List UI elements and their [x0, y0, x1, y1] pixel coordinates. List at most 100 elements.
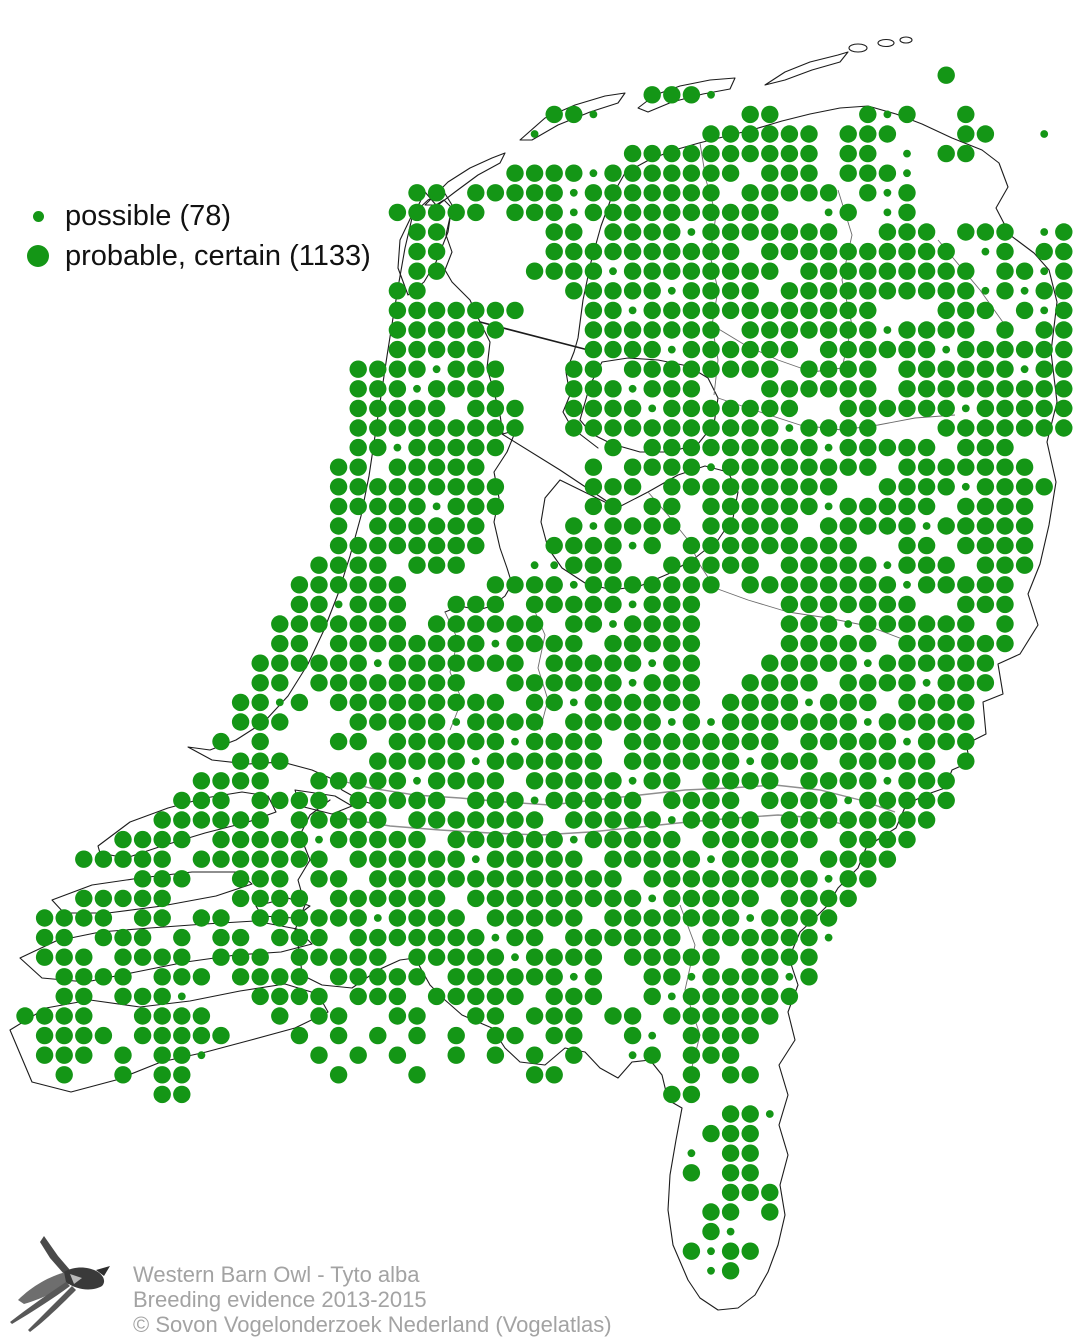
dot-probable-certain	[329, 830, 348, 849]
dot-probable-certain	[917, 497, 936, 516]
dot-probable-certain	[545, 732, 563, 751]
dot-probable-certain	[408, 811, 426, 829]
dot-possible	[452, 718, 461, 726]
dot-probable-certain	[702, 144, 720, 163]
dot-probable-certain	[447, 693, 465, 712]
dot-probable-certain	[721, 1124, 740, 1143]
dot-probable-certain	[545, 830, 563, 849]
dot-probable-certain	[898, 497, 916, 516]
dot-probable-certain	[721, 164, 740, 182]
dot-probable-certain	[663, 615, 681, 633]
dot-probable-certain	[682, 438, 701, 457]
dot-probable-certain	[976, 125, 995, 143]
rottum-islet-2	[877, 38, 895, 48]
dot-probable-certain	[1015, 419, 1034, 437]
dot-probable-certain	[957, 674, 975, 692]
dot-probable-certain	[408, 438, 426, 457]
dot-probable-certain	[212, 830, 230, 849]
dot-probable-certain	[604, 634, 622, 653]
dot-probable-certain	[447, 948, 465, 966]
dot-probable-certain	[623, 948, 642, 966]
dot-probable-certain	[702, 1203, 720, 1221]
dot-probable-certain	[173, 791, 191, 810]
dot-probable-certain	[271, 615, 289, 633]
dot-probable-certain	[447, 987, 465, 1006]
dot-probable-certain	[369, 693, 387, 712]
dot-probable-certain	[937, 654, 955, 672]
dot-probable-certain	[251, 909, 269, 927]
dot-probable-certain	[937, 713, 955, 731]
dot-probable-certain	[467, 987, 485, 1006]
dot-probable-certain	[1015, 301, 1034, 320]
dot-probable-certain	[467, 772, 485, 790]
dot-probable-certain	[623, 654, 642, 672]
dot-probable-certain	[447, 497, 465, 516]
dot-probable-certain	[976, 674, 995, 692]
dot-probable-certain	[290, 615, 309, 633]
dot-probable-certain	[761, 870, 779, 888]
dot-probable-certain	[819, 184, 838, 202]
dot-probable-certain	[525, 909, 544, 927]
dot-probable-certain	[721, 438, 740, 457]
dot-probable-certain	[741, 458, 759, 476]
dot-probable-certain	[741, 576, 759, 594]
dot-probable-certain	[839, 811, 857, 829]
dot-probable-certain	[780, 752, 799, 770]
dot-probable-certain	[388, 870, 407, 888]
dot-probable-certain	[623, 811, 642, 829]
dot-probable-certain	[917, 536, 936, 555]
dot-possible	[628, 776, 637, 785]
dot-probable-certain	[310, 772, 328, 790]
dot-probable-certain	[486, 850, 505, 868]
dot-probable-certain	[486, 772, 505, 790]
dot-probable-certain	[976, 301, 995, 320]
dot-probable-certain	[643, 497, 661, 516]
dot-probable-certain	[525, 576, 544, 594]
dot-probable-certain	[369, 517, 387, 535]
dot-probable-certain	[898, 242, 916, 261]
dot-probable-certain	[545, 223, 563, 241]
dot-probable-certain	[682, 713, 701, 731]
dot-probable-certain	[721, 223, 740, 241]
dot-possible	[628, 306, 637, 315]
dot-probable-certain	[369, 870, 387, 888]
dot-probable-certain	[114, 948, 132, 966]
dot-possible	[746, 757, 755, 766]
dot-probable-certain	[643, 811, 661, 829]
dot-probable-certain	[839, 693, 857, 712]
dot-probable-certain	[643, 948, 661, 966]
dot-probable-certain	[271, 968, 289, 986]
dot-probable-certain	[75, 889, 93, 908]
dot-probable-certain	[957, 595, 975, 614]
dot-probable-certain	[584, 615, 603, 633]
dot-probable-certain	[741, 301, 759, 320]
dot-probable-certain	[467, 438, 485, 457]
dot-probable-certain	[976, 497, 995, 516]
dot-probable-certain	[859, 497, 877, 516]
dot-probable-certain	[486, 752, 505, 770]
dot-probable-certain	[917, 752, 936, 770]
dot-probable-certain	[290, 634, 309, 653]
dot-probable-certain	[741, 1007, 759, 1025]
dot-possible	[569, 188, 578, 197]
dot-possible	[648, 659, 657, 668]
dot-possible	[609, 267, 617, 276]
dot-possible	[785, 424, 794, 432]
dot-probable-certain	[408, 478, 426, 496]
dot-probable-certain	[702, 772, 720, 790]
dot-probable-certain	[467, 791, 485, 810]
dot-probable-certain	[898, 282, 916, 300]
dot-probable-certain	[427, 811, 446, 829]
dot-probable-certain	[584, 399, 603, 418]
dot-probable-certain	[525, 928, 544, 947]
dot-probable-certain	[153, 870, 171, 888]
dot-possible	[648, 1031, 657, 1040]
dot-probable-certain	[702, 948, 720, 966]
dot-probable-certain	[780, 242, 799, 261]
dot-probable-certain	[741, 1144, 759, 1162]
dot-probable-certain	[878, 791, 897, 810]
dot-probable-certain	[604, 223, 622, 241]
dot-probable-certain	[251, 772, 269, 790]
dot-probable-certain	[819, 615, 838, 633]
dot-probable-certain	[231, 850, 250, 868]
